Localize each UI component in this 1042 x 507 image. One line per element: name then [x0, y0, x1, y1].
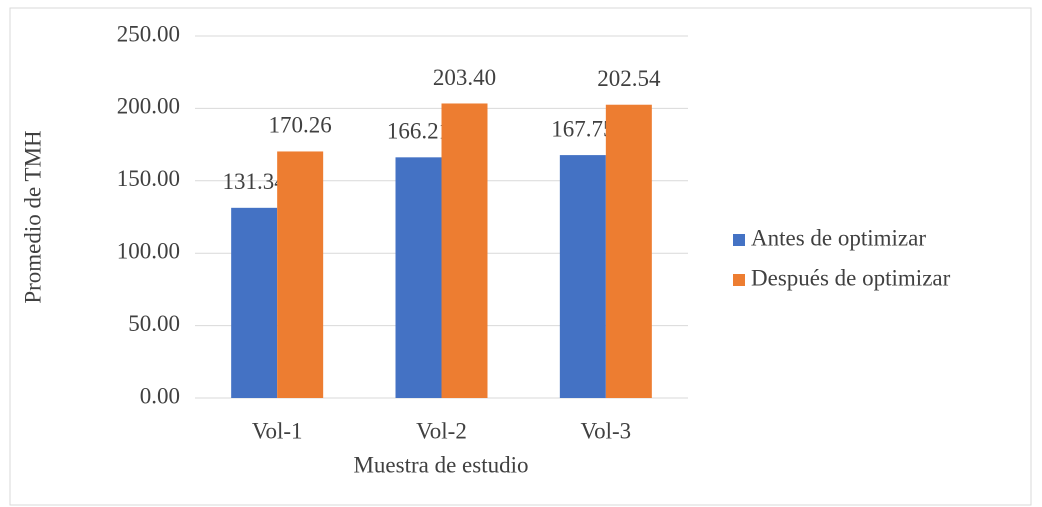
y-axis-title: Promedio de TMH [20, 130, 45, 303]
y-tick-label: 100.00 [117, 238, 180, 263]
bar [605, 104, 652, 398]
legend-label: Después de optimizar [751, 265, 951, 290]
data-label: 203.40 [433, 65, 496, 90]
x-tick-label: Vol-2 [416, 418, 467, 443]
bar [559, 155, 606, 398]
bar [231, 207, 278, 398]
data-label: 167.75 [551, 116, 614, 141]
legend-swatch [733, 274, 745, 286]
bar [277, 151, 324, 398]
y-tick-label: 150.00 [117, 166, 180, 191]
data-label: 170.26 [269, 113, 332, 138]
x-tick-label: Vol-3 [580, 418, 631, 443]
bar [395, 157, 442, 398]
chart-frame [9, 7, 1032, 506]
y-tick-label: 50.00 [128, 311, 180, 336]
data-label: 131.34 [223, 169, 287, 194]
bar [441, 103, 488, 398]
y-tick-label: 0.00 [140, 383, 180, 408]
data-label: 202.54 [597, 66, 661, 91]
legend-label: Antes de optimizar [751, 225, 926, 250]
legend-swatch [733, 234, 745, 246]
x-axis-title: Muestra de estudio [353, 452, 528, 477]
data-label: 166.21 [387, 119, 450, 144]
x-tick-label: Vol-1 [252, 418, 303, 443]
y-tick-label: 250.00 [117, 21, 180, 46]
y-tick-label: 200.00 [117, 94, 180, 119]
